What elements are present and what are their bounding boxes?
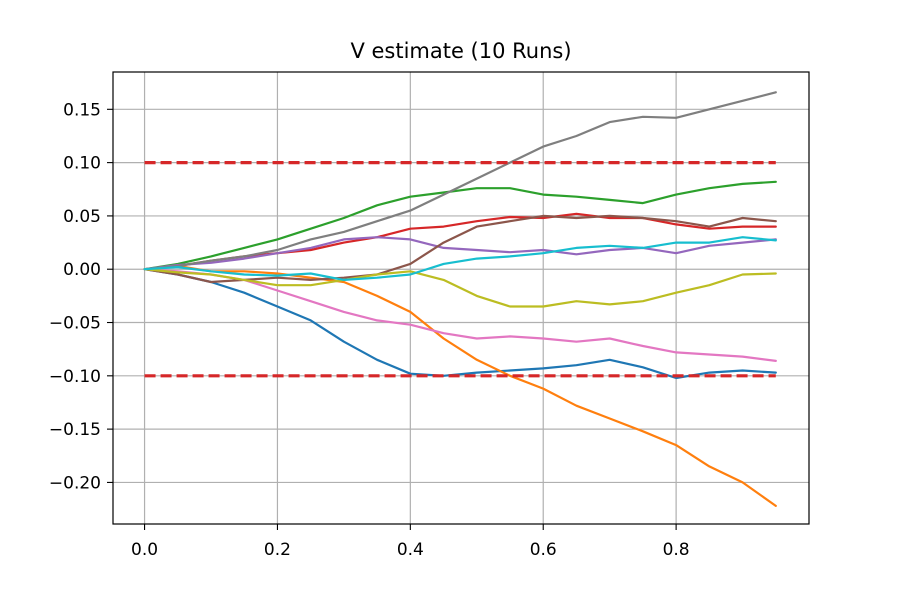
series-line-run-2: [143, 264, 777, 507]
series-line-run-3: [143, 180, 777, 271]
y-tick-label: −0.15: [49, 420, 101, 440]
plot-frame: [112, 71, 810, 525]
series-line-run-9: [143, 268, 777, 308]
x-tick-label: 0.4: [397, 540, 424, 560]
x-tick-label: 0.8: [663, 540, 690, 560]
x-axis-ticks: 0.0 0.2 0.4 0.6 0.8: [131, 524, 690, 560]
x-tick-label: 0.0: [131, 540, 158, 560]
y-tick-label: 0.05: [63, 207, 101, 227]
x-tick-label: 0.6: [530, 540, 557, 560]
series-line-run-10: [143, 236, 777, 281]
series-line-run-1: [143, 268, 777, 380]
y-tick-label: 0.10: [63, 154, 101, 174]
series-line-run-6: [143, 214, 777, 284]
series-line-run-5: [143, 236, 777, 271]
x-tick-label: 0.2: [264, 540, 291, 560]
series-lines: [143, 91, 777, 507]
y-tick-label: −0.10: [49, 367, 101, 387]
y-tick-label: 0.15: [63, 100, 101, 120]
series-line-run-8: [143, 91, 777, 271]
y-tick-label: −0.05: [49, 314, 101, 334]
y-axis-ticks: 0.15 0.10 0.05 0.00 −0.05 −0.10 −0.15 −0.20: [49, 100, 113, 493]
chart-title: V estimate (10 Runs): [350, 39, 571, 63]
y-tick-label: 0.00: [63, 260, 101, 280]
y-tick-label: −0.20: [49, 473, 101, 493]
